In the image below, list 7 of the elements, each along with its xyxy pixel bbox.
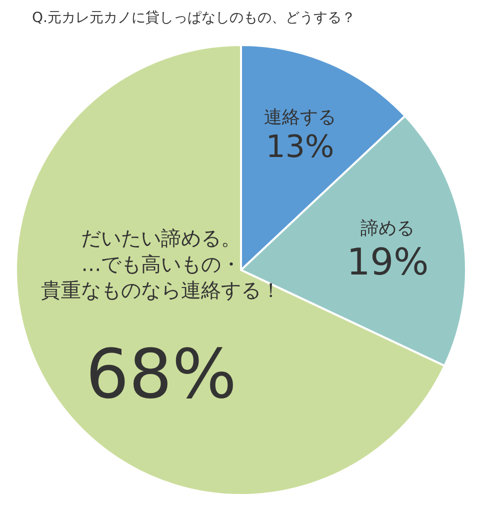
data-label: 19% bbox=[346, 240, 429, 284]
slice-label: 諦める bbox=[360, 218, 415, 239]
data-label: 68% bbox=[86, 336, 237, 415]
data-label: 13% bbox=[266, 128, 334, 165]
chart-title: Q.元カレ元カノに貸しっぱなしのもの、どうする？ bbox=[32, 10, 356, 26]
slice-label: 連絡する bbox=[264, 106, 336, 128]
slice-label: だいたい諦める。…でも高いもの・貴重なものなら連絡する！ bbox=[41, 226, 282, 302]
